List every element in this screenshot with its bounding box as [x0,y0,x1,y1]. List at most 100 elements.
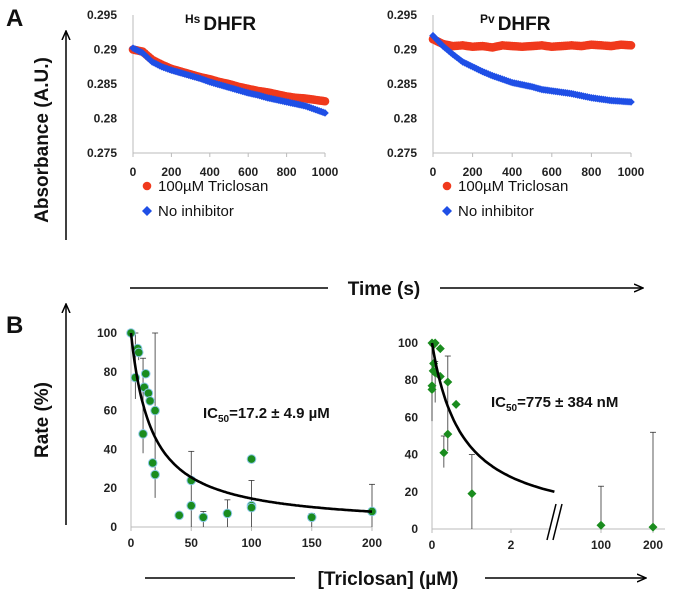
rate-point [306,512,317,523]
rate-point [451,399,461,409]
y-tick-label: 0.28 [94,112,118,126]
y-tick-label: 0.285 [87,77,117,91]
x-tick-label: 0 [128,536,135,550]
y-tick-label: 0.295 [87,8,117,22]
rate-point [145,396,155,406]
legend-triclosan-marker [142,181,152,191]
y-tick-label: 60 [104,404,118,418]
legend-no-inhibitor-marker [142,206,152,216]
absorbance-axis-title: Absorbance (A.U.) [32,57,53,223]
x-tick-label: 600 [238,165,258,179]
x-tick-label: 800 [277,165,297,179]
ic50-sub: 50 [506,403,518,414]
x-tick-label: 2 [508,538,515,552]
rate-point [150,469,160,480]
title-main: DHFR [203,14,256,35]
y-tick-label: 0.29 [394,43,418,57]
no-inhibitor-point [627,98,635,106]
fit-curve [430,342,555,494]
rate-point [443,377,453,387]
y-tick-label: 0 [110,520,117,534]
y-tick-label: 60 [405,410,419,424]
x-tick-label: 400 [502,165,522,179]
ic50-rest: =17.2 ± 4.9 µM [229,405,330,422]
x-tick-label: 100 [591,538,611,552]
y-tick-label: 0.275 [87,146,117,160]
x-tick-label: 200 [161,165,181,179]
y-tick-label: 0.275 [387,146,417,160]
x-tick-label: 600 [542,165,562,179]
rate-point [467,489,477,499]
axis-break-mark [546,503,557,541]
title-sup: Pv [480,12,495,26]
x-tick-label: 150 [302,536,322,550]
x-tick-label: 400 [200,165,220,179]
legend-no-inhibitor-label: No inhibitor [458,203,534,220]
rate-point [133,347,144,358]
legend-no-inhibitor-label: No inhibitor [158,203,234,220]
rate-point [427,385,437,394]
y-tick-label: 0.28 [394,112,418,126]
ic50-rest: =775 ± 384 nM [517,394,618,411]
rate-point [174,510,184,521]
rate-point [443,429,453,439]
panel-label-b: B [6,312,23,339]
time-axis-title: Time (s) [348,279,421,300]
y-tick-label: 0.29 [94,43,118,57]
triclosan-point [626,41,636,50]
rate-point [143,388,154,398]
rate-point [435,344,445,354]
ic50-annotation: IC50=17.2 ± 4.9 µM [203,405,330,425]
rate-point [596,520,606,530]
legend-triclosan-label: 100µM Triclosan [458,178,568,195]
legend-triclosan-label: 100µM Triclosan [158,178,268,195]
rate-point [150,405,160,416]
rate-point [246,454,257,464]
x-tick-label: 0 [429,538,436,552]
ic50-main: IC [203,405,218,422]
y-tick-label: 0.295 [387,8,417,22]
rate-point [186,500,197,511]
y-tick-label: 20 [405,485,419,499]
rate-point [147,458,158,468]
y-tick-label: 100 [97,326,117,340]
chart-title-pv: Pv DHFR [480,12,551,35]
rate-point [198,512,209,523]
y-tick-label: 0 [411,522,418,536]
no-inhibitor-point [433,36,441,44]
title-sup: Hs [185,12,201,26]
rate-axis-title: Rate (%) [32,382,53,458]
title-main: DHFR [498,14,551,35]
panel-label-a: A [6,5,23,32]
y-tick-label: 20 [104,481,118,495]
x-tick-label: 1000 [312,165,339,179]
legend-no-inhibitor-marker [442,206,452,216]
rate-point [439,448,449,458]
y-tick-label: 100 [398,336,418,350]
y-tick-label: 80 [104,365,118,379]
x-tick-label: 1000 [618,165,645,179]
y-tick-label: 40 [405,448,419,462]
x-tick-label: 100 [241,536,261,550]
axis-break-mark [552,503,563,541]
x-tick-label: 800 [581,165,601,179]
rate-point [648,522,658,532]
y-tick-label: 40 [104,442,118,456]
x-tick-label: 0 [130,165,137,179]
x-tick-label: 200 [463,165,483,179]
fit-curve [129,332,372,513]
y-tick-label: 80 [405,373,419,387]
no-inhibitor-point [321,109,329,117]
rate-point [140,368,151,379]
rate-point [138,429,148,439]
rate-point [246,502,257,513]
legend-triclosan-marker [442,181,452,191]
x-tick-label: 50 [185,536,199,550]
x-tick-label: 200 [643,538,663,552]
triclosan-axis-title: [Triclosan] (µM) [318,569,459,590]
ic50-sub: 50 [218,414,230,425]
ic50-main: IC [491,394,506,411]
y-tick-label: 0.285 [387,77,417,91]
x-tick-label: 200 [362,536,382,550]
